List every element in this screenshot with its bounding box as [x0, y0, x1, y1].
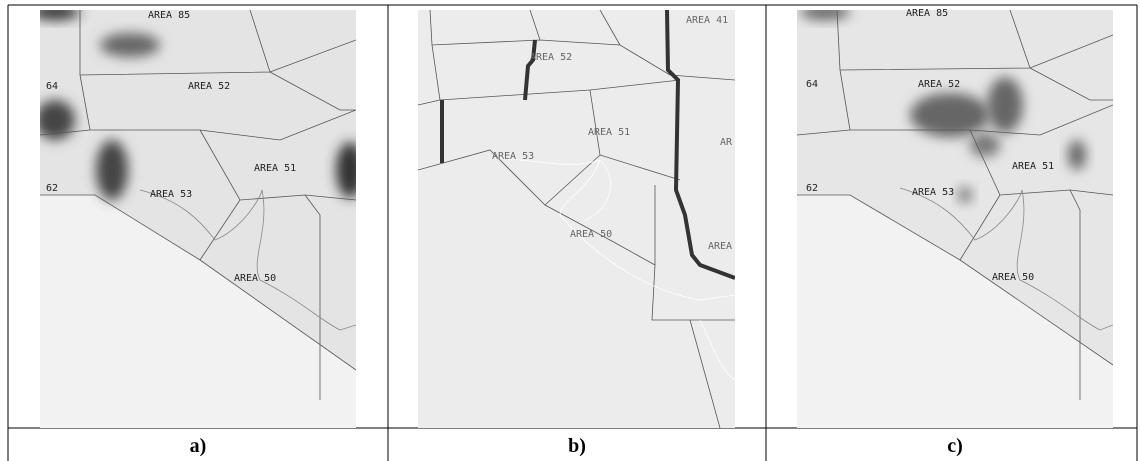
area-label: AREA 53 [492, 151, 534, 162]
panel-caption: b) [568, 435, 586, 457]
area-label: AREA 51 [588, 127, 630, 138]
area-label: AREA 51 [254, 163, 296, 174]
area-label: AR [720, 137, 733, 148]
figure: AREA 85 64 AREA 52 AREA 51 62 AREA 53 AREA 50 a… [0, 0, 1140, 461]
area-label: AREA 52 [188, 81, 230, 92]
area-label: AREA 52 [918, 79, 960, 90]
area-label: AREA [708, 241, 732, 252]
panel-caption: a) [190, 435, 207, 457]
area-label: 64 [806, 79, 818, 90]
area-label: 62 [806, 183, 818, 194]
area-label: AREA 51 [1012, 161, 1054, 172]
area-label: AREA 50 [570, 229, 612, 240]
area-label: AREA 50 [992, 272, 1034, 283]
area-label: AREA 52 [530, 52, 572, 63]
area-label: AREA 50 [234, 273, 276, 284]
area-label: AREA 53 [150, 189, 192, 200]
area-label: 62 [46, 183, 58, 194]
panel-caption: c) [947, 435, 963, 457]
area-label: AREA 85 [906, 8, 948, 19]
area-label: 64 [46, 81, 58, 92]
map-panel-c [797, 4, 1113, 428]
map-panel-b [418, 10, 735, 428]
area-label: AREA 41 [686, 15, 728, 26]
map-panel-a [30, 4, 364, 428]
area-label: AREA 53 [912, 187, 954, 198]
area-label: AREA 85 [148, 10, 190, 21]
